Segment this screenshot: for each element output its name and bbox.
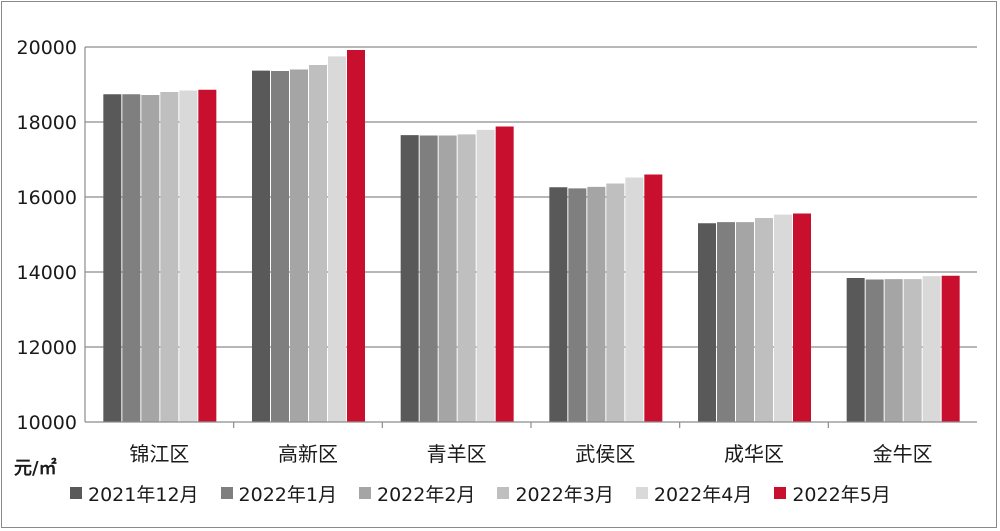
y-tick-label: 16000	[17, 187, 77, 209]
bar-2-2	[271, 71, 289, 422]
bar-4-6	[903, 279, 922, 422]
legend-label: 2022年1月	[238, 483, 337, 506]
gridlines	[85, 46, 977, 348]
bar-1-3	[400, 135, 419, 422]
bar-2-1	[122, 94, 141, 422]
bar-5-1	[179, 90, 198, 422]
legend-label: 2021年12月	[88, 483, 199, 506]
legend-item: 2022年1月	[220, 480, 337, 507]
bar-3-3	[438, 135, 457, 422]
bar-6-5	[793, 213, 811, 422]
bar-1-4	[549, 187, 568, 422]
legend-item: 2022年4月	[635, 480, 753, 507]
bar-1-1	[103, 94, 122, 422]
x-category-label: 青羊区	[427, 442, 487, 466]
legend-label: 2022年3月	[515, 483, 614, 506]
y-tick-label: 14000	[17, 262, 77, 284]
bar-2-5	[717, 222, 735, 422]
bar-5-2	[328, 56, 346, 422]
legend-label: 2022年2月	[376, 483, 476, 506]
bar-2-6	[865, 279, 884, 422]
bar-2-4	[568, 188, 587, 422]
bar-4-4	[606, 183, 625, 422]
legend-item: 2022年3月	[497, 480, 614, 507]
legend-label: 2022年5月	[792, 483, 891, 506]
bar-6-4	[644, 174, 663, 422]
legend-swatch	[497, 487, 510, 499]
bar-3-1	[141, 95, 160, 422]
y-tick-label: 12000	[17, 337, 77, 359]
bar-6-1	[198, 89, 217, 422]
bar-3-4	[587, 186, 606, 422]
x-category-label: 成华区	[724, 442, 784, 466]
bar-3-5	[736, 222, 754, 422]
bar-5-5	[774, 214, 792, 422]
bars	[103, 50, 960, 422]
legend-swatch	[774, 487, 787, 499]
legend-item: 2021年12月	[70, 480, 199, 507]
x-category-label: 锦江区	[129, 442, 189, 466]
bar-5-4	[625, 177, 644, 422]
legend-swatch	[635, 487, 648, 499]
y-tick-label: 10000	[17, 412, 77, 434]
bar-6-3	[495, 126, 514, 422]
x-category-label: 金牛区	[873, 442, 933, 466]
bar-4-5	[755, 218, 773, 422]
bar-1-2	[252, 70, 270, 422]
bar-4-1	[160, 92, 179, 422]
bar-6-2	[347, 50, 365, 422]
legend-label: 2022年4月	[653, 483, 753, 506]
legend-item: 2022年2月	[358, 480, 476, 507]
axes: 10000 12000 14000 16000 18000 20000 锦江区 高新区 青羊区 武…	[17, 37, 977, 466]
bar-2-3	[419, 135, 438, 422]
legend-swatch	[358, 487, 371, 499]
x-category-label: 高新区	[278, 442, 338, 466]
bar-4-2	[309, 65, 327, 422]
bar-5-3	[476, 129, 495, 422]
bar-5-6	[922, 276, 941, 422]
bar-3-6	[884, 279, 903, 422]
legend: 2021年12月 2022年1月 2022年2月 2022年3月 2022年4月 2022…	[70, 480, 891, 507]
bar-1-5	[698, 223, 716, 422]
y-tick-label: 18000	[17, 112, 77, 134]
legend-swatch	[70, 487, 82, 499]
y-tick-label: 20000	[17, 37, 77, 59]
bar-3-2	[290, 69, 308, 422]
legend-item: 2022年5月	[774, 480, 891, 507]
y-axis-unit-label: 元/㎡	[14, 457, 57, 479]
legend-swatch	[220, 487, 233, 499]
bar-6-6	[941, 275, 960, 422]
bar-4-3	[457, 134, 476, 422]
x-category-label: 武侯区	[575, 442, 635, 466]
bar-1-6	[846, 278, 865, 422]
